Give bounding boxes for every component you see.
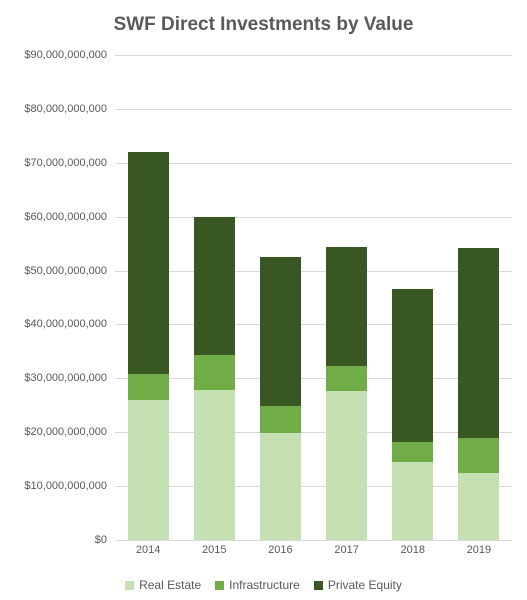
bar-segment: [326, 366, 367, 391]
y-tick-label: $20,000,000,000: [24, 426, 107, 438]
legend-swatch: [314, 581, 323, 590]
x-tick-label: 2017: [334, 544, 358, 556]
y-tick-label: $90,000,000,000: [24, 49, 107, 61]
bar-group: [458, 164, 499, 540]
legend-swatch: [125, 581, 134, 590]
bar-segment: [194, 390, 235, 540]
bar-group: [260, 170, 301, 540]
chart-title: SWF Direct Investments by Value: [10, 14, 517, 36]
x-tick-label: 2014: [136, 544, 160, 556]
y-tick-label: $70,000,000,000: [24, 157, 107, 169]
grid-line: [115, 271, 512, 272]
legend-item: Private Equity: [314, 578, 402, 592]
y-tick-label: $0: [95, 534, 107, 546]
legend-label: Real Estate: [139, 578, 201, 592]
bar-segment: [128, 152, 169, 374]
bar-segment: [326, 247, 367, 366]
bar-segment: [194, 217, 235, 356]
bar-segment: [260, 406, 301, 433]
grid-line: [115, 324, 512, 325]
chart-container: SWF Direct Investments by Value $0 $10,00…: [0, 0, 527, 600]
bar-segment: [458, 438, 499, 474]
grid-line: [115, 486, 512, 487]
legend: Real Estate Infrastructure Private Equity: [0, 578, 527, 592]
bar-group: [392, 191, 433, 540]
grid-line: [115, 55, 512, 56]
y-tick-label: $50,000,000,000: [24, 265, 107, 277]
grid-line: [115, 109, 512, 110]
legend-label: Infrastructure: [229, 578, 300, 592]
bar-segment: [128, 374, 169, 401]
bar-segment: [194, 355, 235, 390]
x-tick-label: 2019: [467, 544, 491, 556]
bar-segment: [392, 442, 433, 462]
legend-label: Private Equity: [328, 578, 402, 592]
y-tick-label: $80,000,000,000: [24, 103, 107, 115]
y-tick-label: $10,000,000,000: [24, 480, 107, 492]
plot-area: [115, 55, 512, 540]
legend-swatch: [215, 581, 224, 590]
legend-item: Real Estate: [125, 578, 201, 592]
bar-segment: [458, 473, 499, 540]
y-axis: $0$10,000,000,000$20,000,000,000$30,000,…: [0, 55, 110, 540]
x-axis: 2014 2015 2016 2017 2018 2019: [115, 540, 512, 560]
grid-line: [115, 163, 512, 164]
bar-segment: [392, 289, 433, 443]
grid-line: [115, 432, 512, 433]
bar-group: [194, 144, 235, 540]
bar-segment: [128, 400, 169, 540]
x-tick-label: 2015: [202, 544, 226, 556]
y-tick-label: $30,000,000,000: [24, 372, 107, 384]
x-tick-label: 2018: [401, 544, 425, 556]
bar-segment: [260, 257, 301, 406]
bar-segment: [458, 248, 499, 437]
y-tick-label: $60,000,000,000: [24, 211, 107, 223]
y-tick-label: $40,000,000,000: [24, 318, 107, 330]
x-tick-label: 2016: [268, 544, 292, 556]
bar-segment: [392, 462, 433, 540]
legend-item: Infrastructure: [215, 578, 300, 592]
bar-group: [326, 163, 367, 540]
bar-group: [128, 106, 169, 540]
bar-segment: [326, 391, 367, 540]
grid-line: [115, 378, 512, 379]
bar-segment: [260, 433, 301, 540]
grid-line: [115, 217, 512, 218]
